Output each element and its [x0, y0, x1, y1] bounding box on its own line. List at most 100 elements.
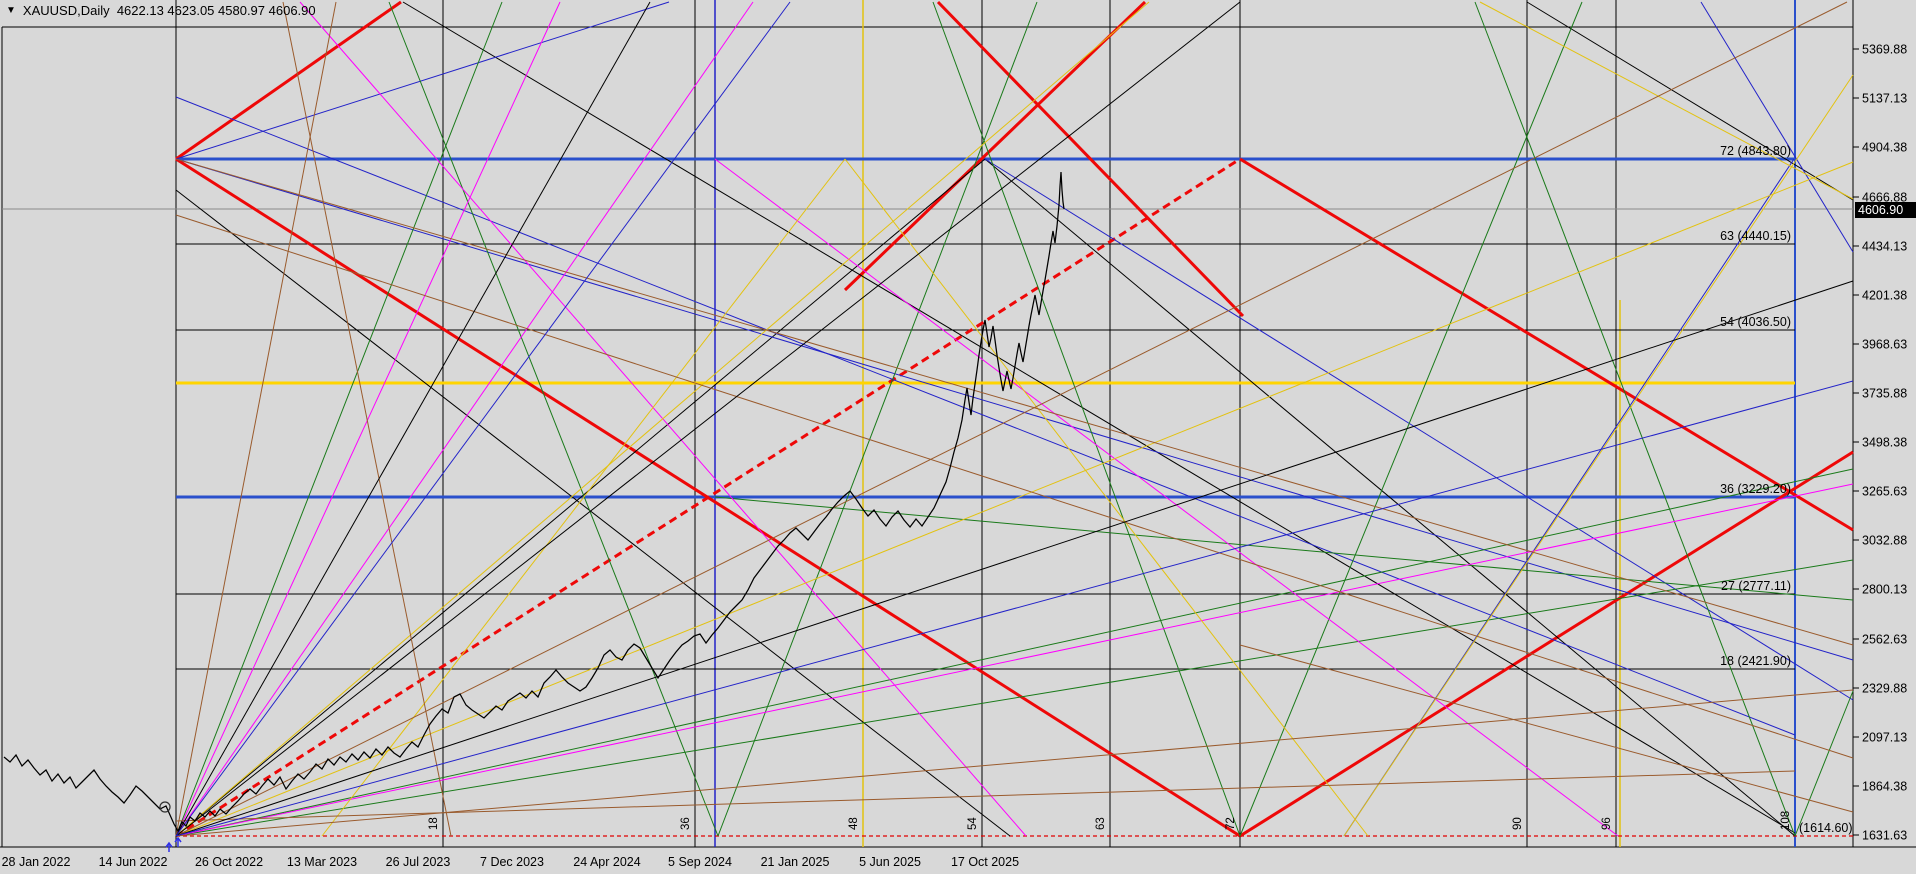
- gann-line[interactable]: [175, 280, 1854, 837]
- gann-line[interactable]: [175, 96, 1796, 736]
- gann-level-label: 36 (3229.20): [1720, 482, 1791, 496]
- gann-line[interactable]: [1239, 644, 1854, 813]
- gann-line[interactable]: [175, 189, 1011, 837]
- price-axis-label: 4666.88: [1862, 191, 1907, 205]
- gann-time-label: 48: [848, 817, 860, 830]
- gann-time-label: 54: [967, 817, 979, 830]
- gann-line[interactable]: [932, 1, 1241, 837]
- gann-time-label: 96: [1601, 817, 1613, 830]
- gann-line[interactable]: [1479, 1, 1854, 200]
- gann-line[interactable]: [936, 0, 1245, 318]
- gann-line[interactable]: [844, 158, 1369, 837]
- gann-line[interactable]: [175, 158, 1854, 661]
- gann-line[interactable]: [175, 161, 1854, 837]
- gann-line[interactable]: [175, 1, 561, 837]
- gann-line[interactable]: [175, 380, 1854, 837]
- price-axis-label: 3265.63: [1862, 485, 1907, 499]
- time-axis-label: 21 Jan 2025: [761, 855, 830, 869]
- gann-line[interactable]: [1343, 74, 1854, 837]
- gann-line[interactable]: [175, 214, 1854, 759]
- gann-line[interactable]: [175, 689, 1854, 837]
- gann-level-label: 18 (2421.90): [1720, 654, 1791, 668]
- gann-time-label: 72: [1225, 817, 1237, 830]
- time-axis-label: 13 Mar 2023: [287, 855, 357, 869]
- ohlc-info-text: XAUUSD,Daily 4622.13 4623.05 4580.97 460…: [22, 3, 316, 18]
- gann-line[interactable]: [402, 1, 1796, 834]
- price-axis-label: 3032.88: [1862, 534, 1907, 548]
- gann-line[interactable]: [175, 468, 1854, 837]
- price-axis-label: 2329.88: [1862, 682, 1907, 696]
- time-axis-label: 28 Jan 2022: [2, 855, 71, 869]
- gann-line[interactable]: [1794, 690, 1854, 837]
- time-axis-label: 26 Oct 2022: [195, 855, 263, 869]
- price-axis-label: 5369.88: [1862, 43, 1907, 57]
- gann-line[interactable]: [1700, 1, 1854, 253]
- symbol-dropdown-icon[interactable]: ▼: [6, 5, 16, 16]
- gann-line[interactable]: [175, 0, 402, 161]
- circle-marker[interactable]: [159, 801, 171, 813]
- gann-line[interactable]: [175, 1, 503, 837]
- gann-line[interactable]: [175, 1, 651, 837]
- gann-line[interactable]: [843, 0, 1147, 292]
- gann-line[interactable]: [175, 559, 1854, 837]
- gann-line[interactable]: [175, 1, 1848, 837]
- price-axis-label: 2800.13: [1862, 583, 1907, 597]
- gann-line[interactable]: [175, 1, 337, 837]
- gann-line[interactable]: [1474, 1, 1796, 837]
- time-axis-label: 17 Oct 2025: [951, 855, 1019, 869]
- price-series: [3, 171, 1065, 833]
- gann-time-label: 18: [428, 817, 440, 830]
- gann-line[interactable]: [321, 158, 846, 837]
- time-axis-label: 26 Jul 2023: [386, 855, 451, 869]
- price-axis-label: 1631.63: [1862, 829, 1907, 843]
- gann-line[interactable]: [175, 157, 1241, 838]
- gann-line[interactable]: [175, 483, 1854, 837]
- gann-line[interactable]: [1239, 157, 1854, 532]
- time-axis-label: 5 Jun 2025: [859, 855, 921, 869]
- gann-time-label: 36: [680, 817, 692, 830]
- gann-line[interactable]: [175, 1, 791, 837]
- gann-time-label: 90: [1512, 817, 1524, 830]
- price-axis-label: 3968.63: [1862, 338, 1907, 352]
- gann-line[interactable]: [175, 1, 670, 160]
- price-axis-label: 4434.13: [1862, 240, 1907, 254]
- gann-line[interactable]: [984, 158, 1796, 837]
- buy-arrow-icon[interactable]: [165, 841, 173, 852]
- gann-line[interactable]: [175, 1, 754, 837]
- time-axis-label: 5 Sep 2024: [668, 855, 732, 869]
- time-axis-label: 7 Dec 2023: [480, 855, 544, 869]
- time-axis-label: 14 Jun 2022: [99, 855, 168, 869]
- gann-line[interactable]: [175, 1, 1150, 837]
- price-axis-label: 1864.38: [1862, 780, 1907, 794]
- gann-line[interactable]: [175, 158, 986, 837]
- chart-title-bar: ▼ XAUUSD,Daily 4622.13 4623.05 4580.97 4…: [6, 3, 316, 18]
- gann-level-label: 27 (2777.11): [1721, 579, 1791, 593]
- gann-level-label: 72 (4843.80): [1720, 144, 1791, 158]
- gann-time-label: 108: [1780, 811, 1792, 830]
- gann-line[interactable]: [175, 1, 1241, 837]
- price-axis-label: 3498.38: [1862, 436, 1907, 450]
- gann-line[interactable]: [717, 1, 1038, 837]
- time-axis-label: 24 Apr 2024: [573, 855, 640, 869]
- gann-line[interactable]: [1239, 1, 1583, 837]
- gann-level-label: 54 (4036.50): [1720, 315, 1791, 329]
- gann-line[interactable]: [714, 496, 1854, 601]
- gann-level-label: (1614.60): [1799, 821, 1853, 835]
- gann-time-label: 63: [1095, 817, 1107, 830]
- gann-line[interactable]: [175, 158, 1854, 646]
- price-axis-label: 2562.63: [1862, 633, 1907, 647]
- price-axis-label: 5137.13: [1862, 92, 1907, 106]
- gann-line[interactable]: [1526, 1, 1854, 201]
- gann-line[interactable]: [282, 1, 452, 837]
- current-price-value: 4606.90: [1858, 203, 1904, 217]
- price-axis-label: 2097.13: [1862, 731, 1907, 745]
- buy-arrow-icon[interactable]: [174, 836, 182, 847]
- current-price-badge: 4606.90: [1855, 202, 1916, 218]
- price-axis-label: 4201.38: [1862, 289, 1907, 303]
- price-axis-label: 3735.88: [1862, 387, 1907, 401]
- gann-line[interactable]: [388, 1, 719, 837]
- price-axis-label: 4904.38: [1862, 141, 1907, 155]
- gann-line[interactable]: [1239, 450, 1854, 838]
